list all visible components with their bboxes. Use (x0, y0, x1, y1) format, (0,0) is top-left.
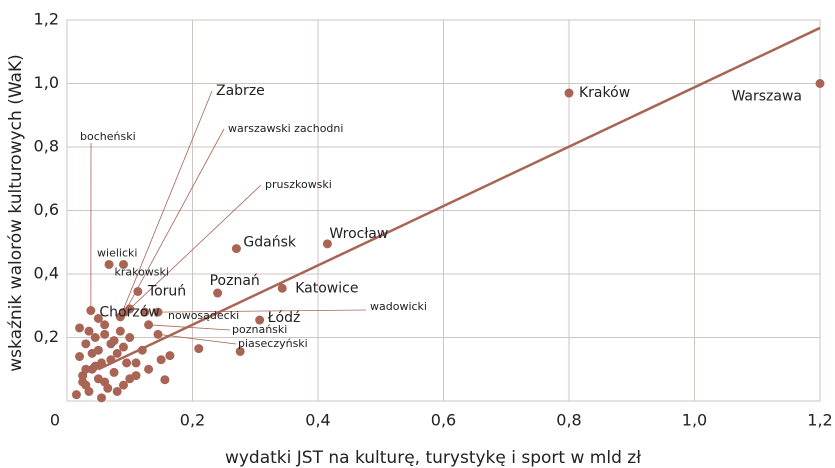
y-tick-label: 0,8 (34, 137, 59, 156)
x-tick-label: 1,0 (682, 411, 707, 430)
point (81, 339, 91, 349)
point (71, 390, 81, 400)
point-label: bocheński (80, 130, 136, 143)
point (144, 364, 154, 374)
leader-line (124, 128, 225, 313)
point-label: Zabrze (216, 83, 265, 99)
y-tick-label: 1,0 (34, 73, 59, 92)
point-label: nowosądecki (168, 309, 239, 322)
point (153, 329, 163, 339)
point (84, 326, 94, 336)
leader-line (157, 309, 367, 313)
leader-line (119, 90, 213, 318)
x-tick-label: 0,2 (180, 411, 205, 430)
point-label: Katowice (295, 280, 358, 296)
point (322, 239, 332, 249)
point-label: Wrocław (329, 226, 388, 242)
x-tick-label: 0 (50, 411, 60, 430)
point (86, 306, 96, 316)
point (235, 346, 245, 356)
point (109, 336, 119, 346)
point-label: wielicki (97, 246, 137, 259)
point (100, 329, 110, 339)
point (156, 355, 166, 365)
point (277, 283, 287, 293)
point-label: pruszkowski (265, 178, 332, 191)
point (75, 323, 85, 333)
x-tick-label: 0,6 (431, 411, 456, 430)
y-tick-label: 0,2 (34, 327, 59, 346)
point (100, 377, 110, 387)
point (122, 358, 132, 368)
point (112, 348, 122, 358)
x-tick-label: 0,8 (556, 411, 581, 430)
point (115, 326, 125, 336)
point (100, 320, 110, 330)
point (97, 393, 107, 403)
point (153, 307, 163, 317)
point (118, 259, 128, 269)
x-tick-label: 0,4 (305, 411, 330, 430)
point-label: Poznań (210, 273, 260, 289)
point-label: Kraków (579, 85, 630, 101)
point (112, 386, 122, 396)
point (93, 345, 103, 355)
point (93, 313, 103, 323)
point-label: Warszawa (731, 89, 802, 105)
point-label: Chorzów (99, 304, 159, 320)
point (125, 374, 135, 384)
point (194, 344, 204, 354)
point (131, 358, 141, 368)
point-label: poznański (232, 323, 287, 336)
point (78, 371, 88, 381)
y-tick-label: 0,4 (34, 264, 59, 283)
point-label: Toruń (147, 283, 186, 299)
point (133, 286, 143, 296)
point (118, 380, 128, 390)
point (231, 244, 241, 254)
x-tick-label: 1,2 (807, 411, 832, 430)
y-axis-label: wskaźnik walorów kulturowych (WaK) (6, 54, 26, 371)
leader-line (157, 333, 237, 345)
point-label: wadowicki (370, 300, 427, 313)
point (213, 288, 223, 298)
point-label: krakowski (114, 265, 169, 278)
trend-line (97, 26, 821, 371)
point (109, 367, 119, 377)
point-label: Gdańsk (243, 235, 296, 251)
x-axis-label: wydatki JST na kulturę, turystykę i spor… (225, 448, 641, 468)
point (104, 259, 114, 269)
point (106, 355, 116, 365)
leader-line (148, 324, 231, 331)
point (90, 361, 100, 371)
point (125, 333, 135, 342)
point (815, 79, 825, 88)
point (165, 351, 175, 361)
point (81, 380, 91, 390)
point (144, 320, 154, 330)
point (125, 304, 135, 314)
y-tick-label: 1,2 (34, 10, 59, 29)
point (90, 333, 100, 342)
y-tick-label: 0,6 (34, 200, 59, 219)
point (160, 375, 170, 385)
point-label: warszawski zachodni (228, 122, 343, 135)
point (255, 315, 265, 325)
point (118, 342, 128, 352)
point (75, 352, 85, 362)
point-label: Łódź (267, 310, 301, 326)
point-label: piaseczyński (238, 337, 308, 350)
leader-line (129, 184, 262, 310)
point (137, 345, 147, 355)
point (564, 88, 574, 98)
point (140, 307, 150, 317)
